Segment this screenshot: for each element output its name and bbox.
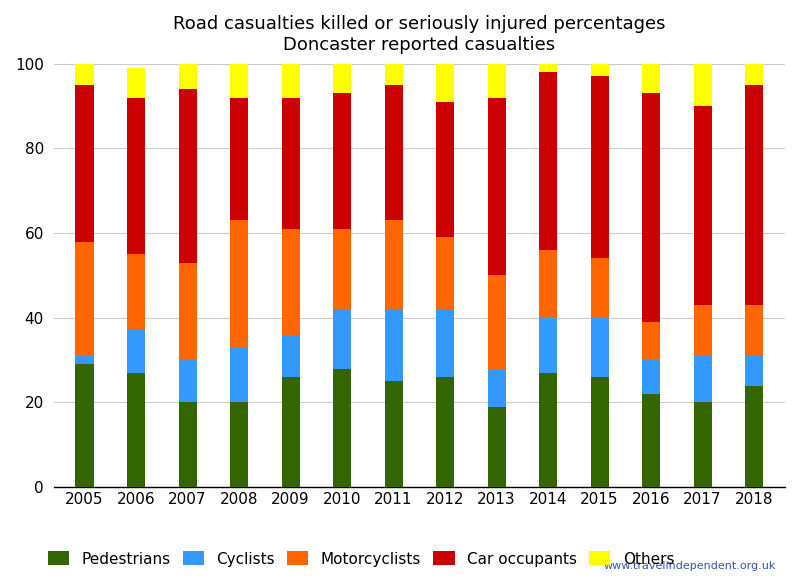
- Bar: [745, 64, 763, 85]
- Bar: [385, 309, 402, 381]
- Bar: [282, 97, 299, 229]
- Bar: [385, 64, 402, 85]
- Bar: [436, 102, 454, 237]
- Bar: [590, 318, 609, 377]
- Bar: [487, 368, 506, 407]
- Bar: [333, 229, 351, 309]
- Bar: [694, 356, 712, 403]
- Bar: [127, 373, 145, 487]
- Bar: [539, 250, 557, 318]
- Bar: [178, 360, 197, 403]
- Bar: [282, 64, 299, 97]
- Bar: [436, 377, 454, 487]
- Text: www.travelindependent.org.uk: www.travelindependent.org.uk: [604, 561, 776, 571]
- Bar: [590, 377, 609, 487]
- Bar: [642, 394, 660, 487]
- Bar: [178, 403, 197, 487]
- Bar: [745, 386, 763, 487]
- Bar: [436, 237, 454, 309]
- Bar: [539, 64, 557, 72]
- Bar: [487, 276, 506, 368]
- Bar: [178, 89, 197, 263]
- Bar: [230, 64, 248, 97]
- Bar: [333, 64, 351, 93]
- Bar: [385, 381, 402, 487]
- Bar: [230, 97, 248, 220]
- Bar: [539, 318, 557, 373]
- Bar: [385, 85, 402, 220]
- Bar: [436, 309, 454, 377]
- Bar: [75, 85, 94, 241]
- Bar: [539, 72, 557, 250]
- Bar: [127, 331, 145, 373]
- Bar: [230, 403, 248, 487]
- Bar: [333, 93, 351, 229]
- Bar: [642, 322, 660, 360]
- Bar: [75, 64, 94, 85]
- Bar: [694, 305, 712, 356]
- Bar: [590, 64, 609, 77]
- Bar: [745, 305, 763, 356]
- Bar: [127, 68, 145, 97]
- Bar: [282, 335, 299, 377]
- Bar: [590, 259, 609, 318]
- Bar: [642, 360, 660, 394]
- Bar: [230, 220, 248, 347]
- Bar: [333, 368, 351, 487]
- Bar: [385, 220, 402, 309]
- Bar: [75, 364, 94, 487]
- Bar: [694, 106, 712, 305]
- Bar: [590, 77, 609, 259]
- Legend: Pedestrians, Cyclists, Motorcyclists, Car occupants, Others: Pedestrians, Cyclists, Motorcyclists, Ca…: [48, 552, 674, 567]
- Bar: [745, 356, 763, 386]
- Bar: [694, 64, 712, 106]
- Bar: [333, 309, 351, 368]
- Bar: [282, 377, 299, 487]
- Bar: [178, 263, 197, 360]
- Bar: [487, 97, 506, 276]
- Bar: [694, 403, 712, 487]
- Bar: [487, 407, 506, 487]
- Title: Road casualties killed or seriously injured percentages
Doncaster reported casua: Road casualties killed or seriously inju…: [173, 15, 666, 54]
- Bar: [642, 93, 660, 322]
- Bar: [282, 229, 299, 335]
- Bar: [75, 241, 94, 356]
- Bar: [487, 64, 506, 97]
- Bar: [75, 356, 94, 364]
- Bar: [642, 64, 660, 93]
- Bar: [127, 254, 145, 331]
- Bar: [127, 97, 145, 254]
- Bar: [230, 347, 248, 403]
- Bar: [436, 64, 454, 102]
- Bar: [178, 64, 197, 89]
- Bar: [745, 85, 763, 305]
- Bar: [539, 373, 557, 487]
